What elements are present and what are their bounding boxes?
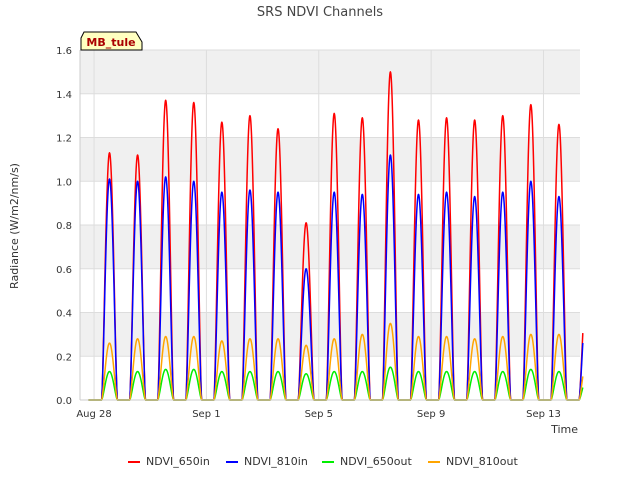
legend-label: NDVI_650out — [340, 455, 412, 468]
x-tick-label: Sep 5 — [305, 409, 333, 420]
annotation-text: MB_tule — [86, 36, 135, 49]
y-axis-label: Radiance (W/m2/nm/s) — [8, 163, 21, 289]
y-tick-label: 1.2 — [56, 134, 72, 145]
plot-band — [80, 50, 580, 94]
y-tick-label: 1.6 — [56, 46, 72, 57]
axes: 0.0 0.2 0.4 0.6 0.8 1.0 1.2 1.4 1.6 Aug 28 Sep 1 Se… — [56, 46, 580, 420]
series-line-ndvi_650out — [87, 366, 584, 401]
x-tick-label: Aug 28 — [76, 409, 111, 420]
annotation-shape — [80, 31, 143, 51]
y-tick-label: 0.4 — [56, 309, 72, 320]
y-tick-label: 1.0 — [56, 177, 72, 188]
y-tick-label: 1.4 — [56, 90, 72, 101]
series-lines — [87, 71, 584, 401]
annotation-box: MB_tule — [80, 31, 143, 51]
y-tick-label: 0.0 — [56, 396, 72, 407]
legend-label: NDVI_810out — [446, 455, 518, 468]
legend-item: NDVI_810in — [226, 455, 308, 468]
x-tick-label: Sep 9 — [417, 409, 445, 420]
x-tick-label: Sep 1 — [192, 409, 220, 420]
x-tick-label: Sep 13 — [526, 409, 561, 420]
legend: NDVI_650in NDVI_810in NDVI_650out NDVI_810o… — [128, 455, 518, 468]
y-tick-label: 0.2 — [56, 352, 72, 363]
y-tick-label: 0.6 — [56, 265, 72, 276]
x-axis-label: Time — [550, 423, 578, 436]
legend-label: NDVI_810in — [244, 455, 308, 468]
legend-item: NDVI_650out — [322, 455, 412, 468]
legend-item: NDVI_650in — [128, 455, 210, 468]
chart-title: SRS NDVI Channels — [257, 5, 383, 20]
series-line-ndvi_810in — [87, 154, 584, 401]
plot-band — [80, 93, 580, 138]
legend-label: NDVI_650in — [146, 455, 210, 468]
y-tick-label: 0.8 — [56, 221, 72, 232]
series-line-ndvi_810out — [87, 322, 584, 401]
legend-item: NDVI_810out — [428, 455, 518, 468]
